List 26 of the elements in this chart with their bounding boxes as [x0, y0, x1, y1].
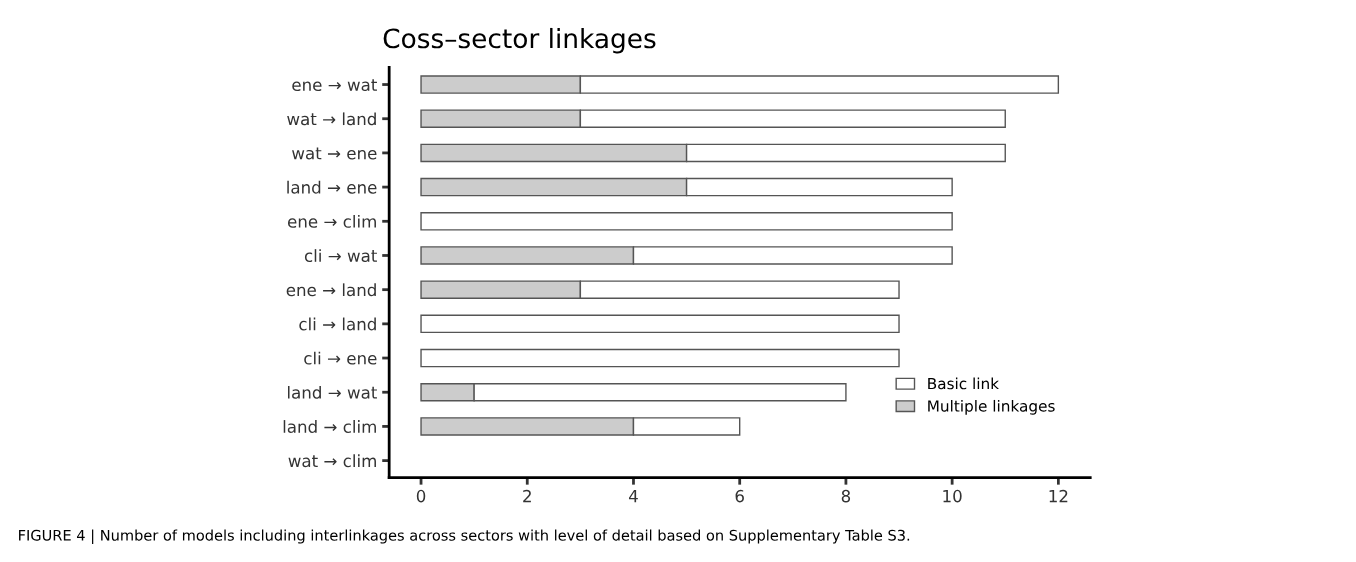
y-tick-label: cli → wat [304, 249, 377, 263]
y-tick-label: land → wat [288, 385, 377, 399]
caption: FIGURE 4 | Number of models including interlinkages across sectors with level of detail based on Supplementary Table S3. [19, 529, 910, 544]
y-tick-label: land → ene [287, 180, 377, 194]
bar [420, 348, 900, 368]
y-tick-label: wat → land [287, 112, 376, 126]
bar [420, 314, 900, 334]
bar [420, 212, 953, 231]
x-tick-label: 2 [523, 489, 531, 503]
legend-label: Multiple linkages [928, 399, 1055, 415]
y-tick-label: wat → ene [292, 147, 377, 160]
x-tick-label: 8 [841, 489, 851, 503]
y-tick-label: land → clim [283, 420, 376, 433]
y-tick-label: ene → wat [292, 79, 377, 92]
x-tick-label: 12 [1049, 489, 1068, 503]
x-tick-label: 4 [628, 490, 638, 503]
y-tick-label: ene → land [286, 283, 376, 297]
y-tick-label: wat → clim [288, 454, 376, 468]
legend-label: Basic link [928, 377, 1000, 390]
x-tick-label: 6 [735, 489, 744, 503]
y-tick-label: ene → clim [287, 214, 376, 228]
x-tick-label: 10 [943, 489, 962, 503]
y-tick-label: cli → ene [304, 351, 377, 365]
x-tick-label: 0 [416, 489, 426, 503]
y-tick-label: cli → land [299, 317, 376, 331]
chart-title: Coss–sector linkages [383, 27, 656, 54]
